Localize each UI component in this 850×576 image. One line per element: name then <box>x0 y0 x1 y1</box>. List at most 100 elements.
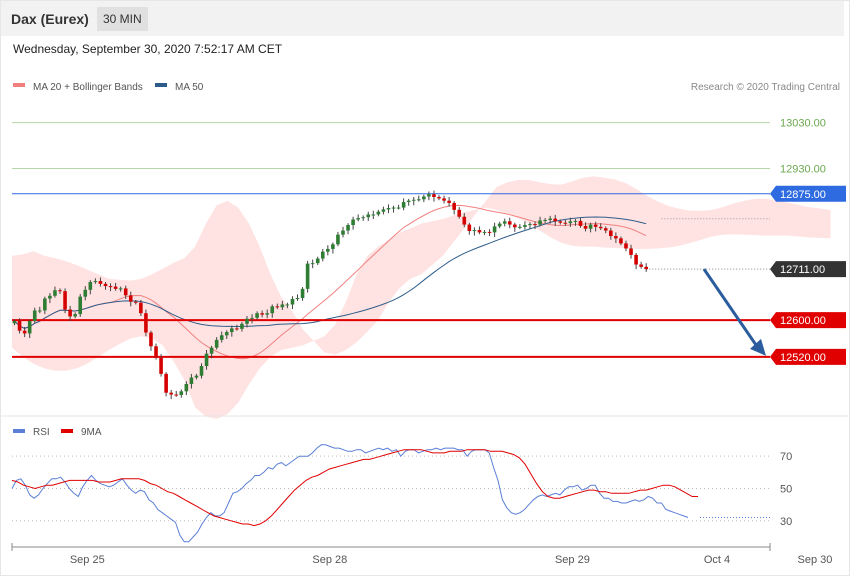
candle-body <box>528 224 532 226</box>
candle-body <box>472 230 477 232</box>
candle-body <box>255 313 259 318</box>
candle-body <box>73 314 77 317</box>
candle-body <box>578 220 583 226</box>
candle-body <box>371 214 376 216</box>
x-axis-label: Sep 25 <box>70 554 105 566</box>
candle-body <box>381 209 386 212</box>
candle-body <box>341 230 345 235</box>
candle-body <box>295 298 300 300</box>
candle-body <box>219 335 224 340</box>
candle-body <box>199 366 204 376</box>
candle-body <box>113 286 118 289</box>
rsi-tick-label: 50 <box>780 483 792 495</box>
candle-body <box>507 221 512 225</box>
candle-body <box>457 209 462 217</box>
rsi-line <box>11 444 689 543</box>
candle-body <box>103 283 108 287</box>
candle-body <box>386 208 391 210</box>
candle-body <box>583 225 588 229</box>
candle-body <box>12 321 17 324</box>
candle-body <box>300 288 305 299</box>
level-label: 12930.00 <box>780 164 826 176</box>
candle-body <box>83 289 88 297</box>
candle-body <box>139 302 143 314</box>
candle-body <box>134 301 138 303</box>
legend-label: MA 20 + Bollinger Bands <box>33 82 143 93</box>
instrument-title: Dax (Eurex) <box>11 11 89 27</box>
candle-body <box>366 214 371 218</box>
rsi-legend-label: 9MA <box>81 427 102 438</box>
candle-body <box>270 306 275 314</box>
candle-body <box>396 207 401 209</box>
candle-body <box>523 225 527 227</box>
candle-body <box>614 236 618 239</box>
candle-body <box>189 377 194 384</box>
candle-body <box>204 353 209 367</box>
candle-body <box>280 304 285 308</box>
timeframe-button[interactable]: 30 MIN <box>97 7 148 31</box>
candle-body <box>169 392 173 395</box>
level-tag-pivot <box>770 185 846 202</box>
candle-body <box>179 391 184 396</box>
rsi-ma-line <box>11 449 698 527</box>
x-axis-label: Oct 4 <box>704 554 730 566</box>
candle-body <box>149 332 153 347</box>
candle-body <box>629 248 633 255</box>
candle-body <box>285 304 290 306</box>
level-tag-support <box>770 348 846 365</box>
candle-body <box>568 221 573 224</box>
legend-label: MA 50 <box>175 82 204 93</box>
bollinger-band <box>12 176 831 419</box>
candle-body <box>260 313 264 315</box>
candle-body <box>209 347 214 354</box>
candle-body <box>214 339 219 348</box>
candle-body <box>184 383 189 392</box>
header-bar: Dax (Eurex) 30 MIN <box>1 1 844 36</box>
x-axis-label: Sep 29 <box>555 554 590 566</box>
candle-body <box>108 286 113 288</box>
candle-body <box>159 357 163 374</box>
rsi-legend-swatch <box>13 429 25 433</box>
candle-body <box>406 200 411 203</box>
forecast-arrow-shaft <box>702 268 760 349</box>
candle-body <box>240 323 244 329</box>
candle-body <box>245 318 249 324</box>
candle-body <box>588 224 593 229</box>
candle-body <box>513 224 517 228</box>
candle-body <box>553 218 558 222</box>
candle-body <box>573 220 578 222</box>
candle-body <box>78 296 83 315</box>
credit-text: Research © 2020 Trading Central <box>691 82 840 93</box>
candle-body <box>224 332 229 336</box>
level-tag-support <box>770 312 846 329</box>
candle-body <box>416 199 421 201</box>
candle-body <box>543 219 547 221</box>
candle-body <box>639 264 643 267</box>
level-label: 12520.00 <box>780 352 826 364</box>
candle-body <box>331 244 335 249</box>
date-line: Wednesday, September 30, 2020 7:52:17 AM… <box>13 42 283 56</box>
candle-body <box>68 309 72 317</box>
candle-body <box>154 346 158 358</box>
candle-body <box>98 281 103 284</box>
candle-body <box>275 306 280 308</box>
candle-body <box>320 251 325 259</box>
legend-swatch <box>13 83 25 87</box>
candle-body <box>43 298 47 311</box>
candle-body <box>467 224 472 231</box>
candle-body <box>123 288 128 296</box>
candle-body <box>477 230 482 233</box>
candle-body <box>487 231 492 233</box>
candle-body <box>548 218 552 220</box>
ma50-line <box>14 216 647 329</box>
x-axis-label: Sep 28 <box>312 554 347 566</box>
candle-body <box>391 207 396 209</box>
candle-body <box>376 211 381 215</box>
candle-body <box>336 234 340 245</box>
candle-body <box>37 310 42 312</box>
level-label: 12600.00 <box>780 315 826 327</box>
candle-body <box>22 330 27 334</box>
candle-body <box>93 281 98 283</box>
candle-body <box>603 228 608 231</box>
